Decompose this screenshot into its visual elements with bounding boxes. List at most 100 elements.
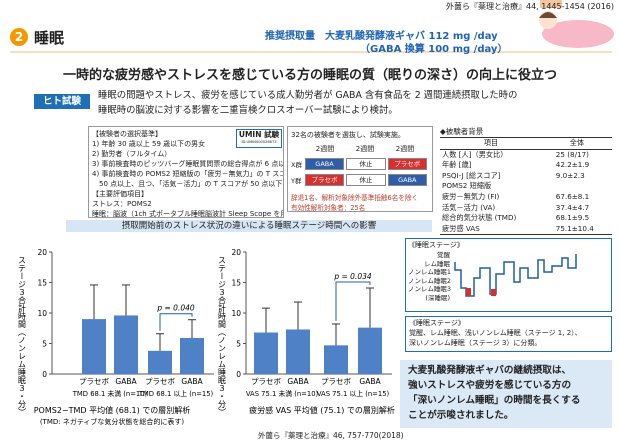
- p-value: p = 0.040: [156, 304, 195, 313]
- design-note: 辞退1名、解析対象除外基準抵触6名を除く: [291, 194, 419, 202]
- conclusion-line: ことが示唆されました。: [408, 410, 514, 421]
- category-label: GABA: [287, 377, 309, 386]
- header-row: 項目 全体: [440, 137, 612, 150]
- cell: 9.0±2.3: [555, 170, 585, 180]
- illustration: [539, 0, 614, 48]
- period-cell: GABA: [387, 174, 427, 186]
- bar: [82, 319, 106, 374]
- period-cell: プラセボ: [304, 174, 345, 186]
- period-cell: GABA: [304, 158, 345, 170]
- group-label: VAS 75.1 未満 (n=10): [246, 389, 319, 398]
- design-note: 有効性解析対象者：25名: [291, 204, 366, 212]
- y-tick-label: 20: [37, 248, 47, 257]
- level: レム睡眠: [424, 259, 450, 268]
- category-label: プラセボ: [79, 377, 109, 386]
- y-axis-label: ステージ３合計時間（ノンレム睡眠３・分）: [218, 256, 227, 416]
- level: 覚醒: [437, 251, 450, 259]
- cell: 活気－活力 (VA): [442, 202, 496, 212]
- conclusion-line: 強いストレスや疲労を感じている方の: [408, 380, 572, 391]
- category-label: プラセボ: [251, 377, 281, 386]
- y-tick-label: 20: [231, 248, 241, 257]
- cell: 総合的気分状態 (TMD): [442, 213, 517, 223]
- row: 疲労－無気力 (FI) 67.6±8.1: [440, 192, 612, 203]
- row: PSQI-J [総スコア] 9.0±2.3: [440, 171, 612, 182]
- stages-line: 覚醒、レム睡眠、浅いノンレム睡眠（ステージ 1, 2）、: [409, 329, 582, 337]
- cell: 67.6±8.1: [555, 191, 590, 201]
- cell: POMS2 短縮版: [442, 181, 492, 191]
- row: 年齢 [歳] 42.2±1.9: [440, 160, 612, 171]
- bar: [114, 315, 138, 374]
- header-cell: 全体: [569, 138, 585, 147]
- period: 2週間: [315, 145, 335, 153]
- cell: 人数 [人]（男女比）: [442, 149, 508, 159]
- hypnogram-title: 《睡眠ステージ》: [408, 241, 464, 249]
- row: 人数 [人]（男女比） 25 (8/17): [440, 149, 612, 160]
- category-label: GABA: [115, 377, 137, 386]
- period: 2週間: [395, 145, 415, 153]
- y-tick-label: 15: [231, 279, 241, 288]
- y-tick-label: 15: [37, 279, 47, 288]
- criteria-item: 1) 年齢 30 歳以上 59 歳以下の男女: [92, 140, 206, 148]
- section-number: 2: [10, 28, 28, 46]
- y-tick-label: 0: [42, 370, 47, 379]
- hypnogram-plot: [454, 254, 577, 297]
- conclusion-line: 大麦乳酸発酵液ギャバの継続摂取は、: [408, 365, 572, 376]
- bar: [286, 329, 310, 374]
- hypnogram-box: 《睡眠ステージ》 覚醒 レム睡眠 ノンレム睡眠1 ノンレム睡眠2 ノンレム睡眠3…: [405, 238, 612, 312]
- level: ノンレム睡眠2: [408, 276, 452, 285]
- endpoint: ストレス：POMS2: [92, 200, 152, 208]
- row: 総合的気分状態 (TMD) 68.1±9.5: [440, 213, 612, 224]
- cell: 75.1±10.4: [555, 223, 594, 233]
- p-value: p = 0.034: [333, 272, 372, 281]
- bar: [358, 327, 382, 374]
- cell: 疲労－無気力 (FI): [442, 191, 500, 201]
- category-label: プラセボ: [321, 377, 351, 386]
- period-cell: プラセボ: [387, 158, 427, 170]
- cell: 42.2±1.9: [555, 160, 590, 170]
- charts-title: 摂取開始前のストレス状況の違いによる睡眠ステージ時間への影響: [66, 220, 432, 232]
- intake: 推奨摂取量 大麦乳酸発酵液ギャバ 112 mg /day: [265, 31, 498, 42]
- bar: [254, 332, 278, 374]
- bar: [324, 345, 348, 374]
- citation-top: 外薗ら『薬理と治療』44, 1445-1454 (2016): [445, 2, 614, 11]
- periods: 2週間 2週間 2週間: [305, 144, 429, 154]
- stages-title: 《睡眠ステージ》: [409, 319, 465, 327]
- p-bracket: [335, 281, 371, 321]
- bar: [180, 338, 204, 374]
- section-title: 睡眠: [34, 29, 65, 47]
- design-row: X群 GABA 休止 プラセボ: [291, 158, 429, 170]
- criteria-item: 50 点以上、且つ、「活気－活力」の T スコアが 50 点以下の者。: [92, 180, 284, 188]
- group-label: VAS 75.1 以上 (n=15): [317, 389, 390, 398]
- level: ノンレム睡眠3: [408, 285, 452, 293]
- row: 活気－活力 (VA) 37.4±4.7: [440, 203, 612, 214]
- citation-bottom: 外薗ら『薬理と治療』46, 757-770(2018): [258, 431, 404, 440]
- group-label: Y群: [291, 177, 302, 185]
- cell: 疲労感 VAS: [442, 223, 480, 233]
- design-rows: X群 GABA 休止 プラセボ Y群 プラセボ 休止 GABA: [291, 158, 429, 186]
- category-label: GABA: [359, 377, 381, 386]
- background: ◆被験者背景 項目 全体 人数 [人]（男女比） 25 (8/17) 年齢 [歳] 42.…: [440, 126, 612, 235]
- endpoint-title: 【主要評価項目】: [92, 190, 148, 198]
- cell: 25 (8/17): [555, 149, 589, 159]
- y-axis-label: ステージ３合計時間（ノンレム睡眠３・分）: [18, 256, 27, 416]
- y-tick-label: 5: [236, 340, 241, 349]
- criteria-item: 2) 勤労者（フルタイム）: [92, 150, 172, 158]
- category-label: GABA: [181, 377, 203, 386]
- hypnogram-levels: 覚醒 レム睡眠 ノンレム睡眠1 ノンレム睡眠2 ノンレム睡眠3 (深睡眠): [408, 251, 452, 302]
- cell: 68.1±9.5: [555, 213, 590, 223]
- y-tick-label: 0: [236, 370, 241, 379]
- umin-id: ID:UMIN000026673: [241, 140, 277, 144]
- level: (深睡眠): [425, 293, 450, 302]
- stages-line: 深いノンレム睡眠（ステージ 3）に分類。: [409, 339, 542, 347]
- chart-caption: POMS2−TMD 平均値 (68.1) での層別解析: [34, 405, 191, 415]
- criteria-item: 4) 事前検査時の POMS2 短縮版の「疲労－無気力」の T スコアが: [92, 170, 284, 178]
- category-label: プラセボ: [145, 377, 175, 386]
- group-label: X群: [291, 161, 302, 169]
- design-row: Y群 プラセボ 休止 GABA: [291, 174, 429, 186]
- y-tick-label: 10: [231, 309, 241, 318]
- criteria-title: 【被験者の選択基準】: [92, 130, 162, 138]
- header-cell: 項目: [483, 138, 499, 147]
- period-cell: 休止: [346, 158, 386, 170]
